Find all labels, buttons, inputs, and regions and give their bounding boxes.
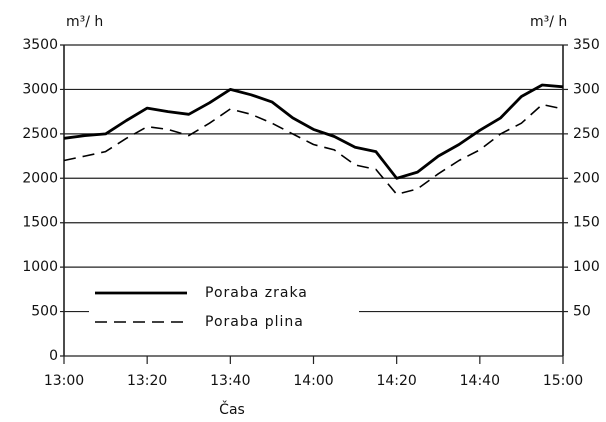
y-tick-label: 2500 — [22, 126, 58, 142]
y2-tick-label: 350 — [573, 37, 600, 53]
x-tick-label: 15:00 — [543, 373, 583, 389]
y2-tick-label: 300 — [573, 81, 600, 97]
y-tick-label: 500 — [31, 304, 58, 320]
y2-tick-label: 50 — [573, 304, 591, 320]
y-axis-label: m³/ h — [66, 14, 103, 30]
legend-label: Poraba plina — [205, 314, 304, 330]
y2-tick-label: 250 — [573, 126, 600, 142]
y-tick-label: 0 — [49, 348, 58, 364]
y-tick-label: 2000 — [22, 170, 58, 186]
legend-label: Poraba zraka — [205, 285, 308, 301]
legend-box — [89, 280, 359, 336]
series-line — [63, 83, 564, 180]
x-tick-label: 13:00 — [44, 373, 84, 389]
x-tick-label: 14:40 — [460, 373, 500, 389]
series-line — [63, 103, 564, 196]
y2-tick-label: 100 — [573, 259, 600, 275]
y2-axis-label: m³/ h — [530, 14, 567, 30]
y-tick-label: 1000 — [22, 259, 58, 275]
x-tick-label: 13:40 — [210, 373, 250, 389]
x-axis-label: Čas — [219, 400, 245, 418]
x-tick-label: 14:00 — [293, 373, 333, 389]
y2-tick-label: 200 — [573, 170, 600, 186]
y2-tick-label: 150 — [573, 215, 600, 231]
x-tick-label: 14:20 — [376, 373, 416, 389]
y-tick-label: 3500 — [22, 37, 58, 53]
y-tick-label: 1500 — [22, 215, 58, 231]
y-tick-label: 3000 — [22, 81, 58, 97]
x-tick-label: 13:20 — [127, 373, 167, 389]
